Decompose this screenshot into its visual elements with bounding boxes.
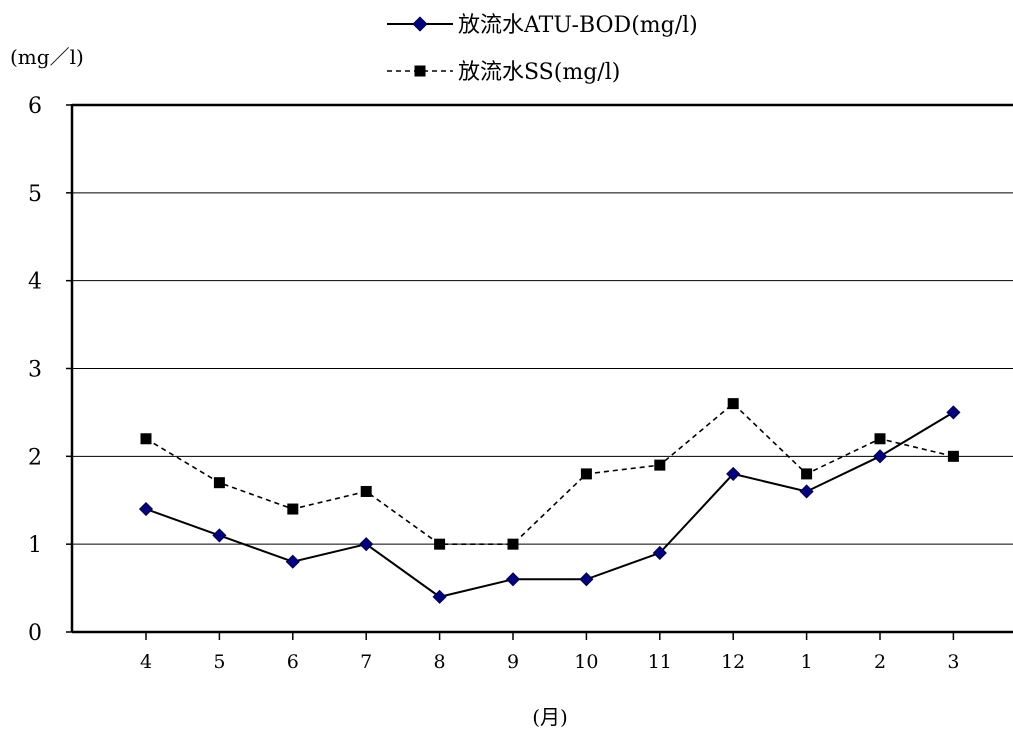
y-tick-label: 3 — [28, 358, 42, 383]
data-point-ss — [801, 468, 813, 480]
y-tick-label: 0 — [28, 621, 42, 646]
legend-label-bod: 放流水ATU-BOD(mg/l) — [458, 13, 698, 38]
x-tick-label: 4 — [140, 651, 152, 673]
series-group — [138, 398, 961, 604]
x-tick-label: 11 — [648, 651, 672, 673]
x-tick-label: 9 — [507, 651, 519, 673]
data-point-bod — [946, 405, 961, 420]
data-point-ss — [434, 538, 446, 550]
legend-marker-bod — [412, 16, 428, 32]
x-tick-label: 5 — [213, 651, 225, 673]
x-axis-title: (月) — [532, 705, 568, 729]
data-point-ss — [507, 538, 519, 550]
y-tick-label: 4 — [28, 270, 42, 295]
legend: 放流水ATU-BOD(mg/l) 放流水SS(mg/l) — [387, 13, 698, 85]
data-point-bod — [579, 572, 594, 587]
y-axis-title: (mg／l) — [10, 45, 84, 69]
data-point-bod — [799, 484, 814, 499]
data-point-bod — [872, 449, 888, 464]
legend-item-bod: 放流水ATU-BOD(mg/l) — [387, 13, 698, 38]
legend-item-ss: 放流水SS(mg/l) — [387, 60, 620, 85]
x-tick-label: 3 — [947, 651, 959, 673]
data-point-ss — [727, 398, 739, 410]
data-point-ss — [580, 468, 592, 480]
grid-lines — [72, 103, 1013, 545]
legend-label-ss: 放流水SS(mg/l) — [458, 60, 620, 85]
data-point-bod — [652, 545, 667, 561]
data-point-ss — [213, 477, 225, 489]
data-point-ss — [360, 485, 372, 497]
data-point-ss — [947, 450, 959, 462]
data-point-bod — [432, 589, 447, 604]
data-point-bod — [212, 528, 227, 543]
y-tick-labels: 0 1 2 3 4 5 6 — [28, 94, 42, 646]
x-tick-label: 1 — [801, 651, 813, 673]
axes — [66, 104, 1013, 640]
series-line-ss — [145, 402, 954, 545]
y-tick-label: 6 — [28, 94, 42, 119]
data-point-ss — [654, 459, 666, 471]
legend-marker-ss — [414, 65, 426, 77]
data-point-bod — [359, 537, 374, 552]
data-point-ss — [874, 433, 886, 445]
data-point-bod — [285, 554, 300, 569]
y-tick-label: 5 — [28, 182, 42, 207]
data-point-ss — [140, 433, 152, 445]
data-point-bod — [505, 572, 521, 587]
data-point-bod — [726, 466, 741, 481]
series-line-bod — [145, 411, 954, 598]
x-tick-label: 12 — [721, 651, 745, 673]
y-tick-label: 1 — [28, 533, 42, 558]
x-tick-label: 10 — [574, 651, 598, 673]
x-tick-label: 8 — [434, 651, 446, 673]
data-point-bod — [138, 501, 154, 517]
x-tick-label: 7 — [360, 651, 372, 673]
x-tick-label: 6 — [287, 651, 299, 673]
x-tick-label: 2 — [874, 651, 886, 673]
y-tick-label: 2 — [28, 445, 42, 470]
x-tick-labels: 4 5 6 7 8 9 10 11 12 1 2 3 — [140, 651, 959, 673]
data-point-ss — [287, 503, 299, 515]
